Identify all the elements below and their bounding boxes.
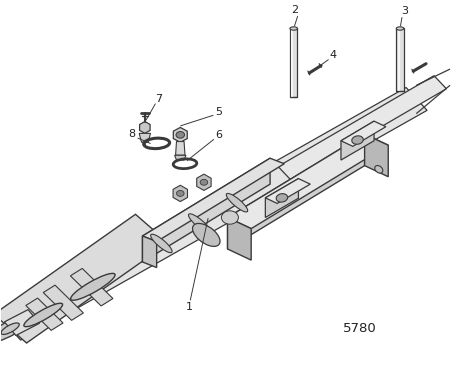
- Polygon shape: [71, 269, 113, 306]
- Polygon shape: [228, 218, 251, 260]
- Ellipse shape: [189, 214, 210, 232]
- Ellipse shape: [290, 27, 298, 30]
- Polygon shape: [173, 128, 187, 142]
- Polygon shape: [341, 121, 386, 146]
- Polygon shape: [197, 174, 211, 190]
- Polygon shape: [278, 76, 447, 180]
- Polygon shape: [174, 155, 186, 160]
- Polygon shape: [228, 134, 365, 249]
- Text: 5: 5: [216, 107, 222, 117]
- Circle shape: [176, 132, 184, 138]
- Polygon shape: [341, 121, 374, 160]
- Ellipse shape: [0, 315, 32, 342]
- Circle shape: [200, 179, 208, 185]
- Text: 6: 6: [216, 130, 222, 140]
- Ellipse shape: [375, 166, 383, 173]
- Polygon shape: [396, 29, 404, 92]
- Polygon shape: [228, 134, 388, 229]
- Polygon shape: [143, 158, 284, 241]
- Polygon shape: [265, 179, 310, 203]
- Text: 2: 2: [292, 5, 299, 15]
- Polygon shape: [290, 29, 298, 97]
- Polygon shape: [265, 179, 299, 218]
- Polygon shape: [0, 214, 168, 343]
- Polygon shape: [26, 298, 63, 330]
- Circle shape: [221, 211, 238, 224]
- Ellipse shape: [1, 323, 19, 334]
- Polygon shape: [43, 285, 83, 320]
- Polygon shape: [143, 158, 270, 262]
- Ellipse shape: [276, 194, 288, 202]
- Polygon shape: [0, 87, 427, 340]
- Ellipse shape: [151, 234, 172, 253]
- Text: 8: 8: [128, 129, 136, 139]
- Text: 7: 7: [155, 94, 163, 104]
- Text: 1: 1: [186, 302, 193, 312]
- Ellipse shape: [71, 273, 115, 300]
- Polygon shape: [173, 185, 188, 202]
- Polygon shape: [139, 134, 151, 142]
- Polygon shape: [365, 134, 388, 177]
- Ellipse shape: [352, 136, 363, 144]
- Polygon shape: [140, 122, 150, 134]
- Text: 3: 3: [401, 6, 408, 16]
- Circle shape: [176, 190, 184, 196]
- Ellipse shape: [226, 193, 248, 212]
- Polygon shape: [143, 236, 156, 267]
- Text: 5780: 5780: [343, 322, 377, 335]
- Ellipse shape: [192, 224, 220, 246]
- Polygon shape: [4, 310, 39, 336]
- Polygon shape: [175, 141, 185, 155]
- Ellipse shape: [24, 303, 63, 327]
- Ellipse shape: [396, 27, 404, 30]
- Text: 4: 4: [329, 50, 337, 60]
